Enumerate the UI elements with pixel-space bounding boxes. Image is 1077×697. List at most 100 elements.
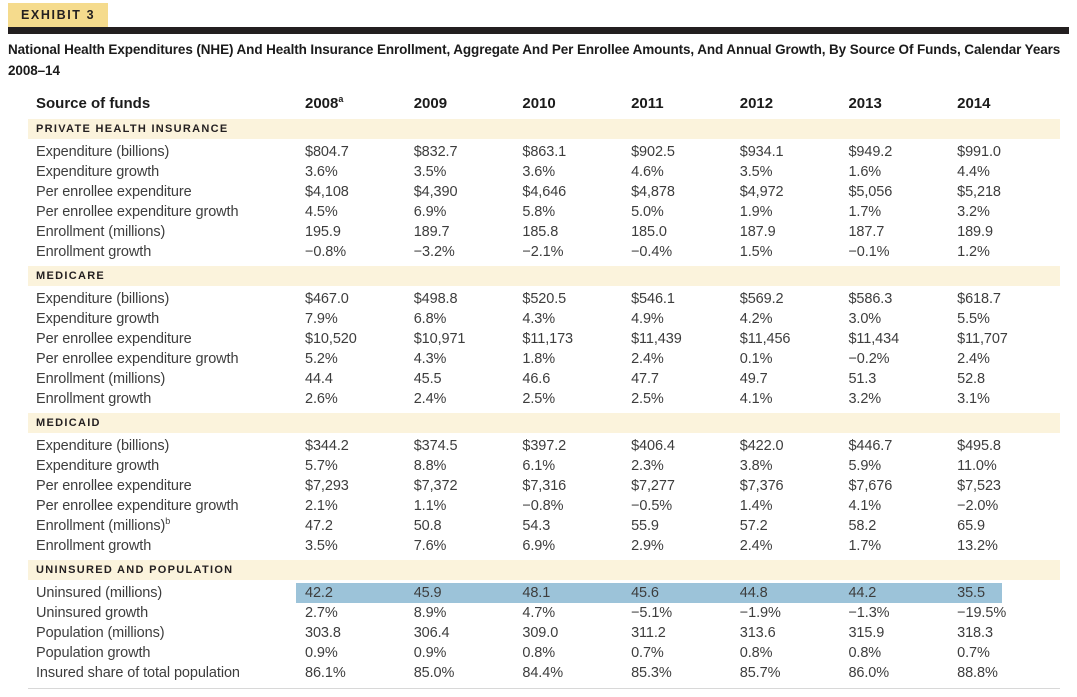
cell: 3.2% <box>848 391 882 407</box>
table-row: Per enrollee expenditure growth 4.5% 6.9% 5… <box>28 202 1060 222</box>
cell: 3.2% <box>957 204 990 220</box>
cell: $467.0 <box>305 291 349 307</box>
cell: 3.8% <box>739 458 773 474</box>
cell: 42.2 <box>305 585 333 601</box>
cell: 48.1 <box>522 585 551 601</box>
cell: 50.8 <box>413 518 442 534</box>
cell: $11,456 <box>739 331 791 347</box>
cell: 1.1% <box>413 498 447 514</box>
cell: 4.5% <box>305 204 338 220</box>
cell: $422.0 <box>739 438 784 454</box>
cell: 3.1% <box>957 391 990 407</box>
row-label: Per enrollee expenditure <box>36 331 192 347</box>
cell: $934.1 <box>739 144 784 160</box>
cell: 6.9% <box>522 538 556 554</box>
cell: 0.9% <box>305 645 338 661</box>
cell: $397.2 <box>522 438 567 454</box>
top-rule <box>8 27 1069 34</box>
table-row: Population growth 0.9% 0.9% 0.8% 0.7% 0.8% 0.8… <box>28 643 1060 663</box>
cell: $7,372 <box>413 478 458 494</box>
cell: 4.7% <box>522 605 556 621</box>
row-label: Expenditure growth <box>36 164 160 180</box>
cell: 2.9% <box>631 538 664 554</box>
cell: 13.2% <box>957 538 998 554</box>
cell: $11,173 <box>522 331 574 347</box>
cell: 44.8 <box>739 585 768 601</box>
cell: 3.5% <box>739 164 773 180</box>
cell: 5.8% <box>522 204 556 220</box>
cell: $618.7 <box>957 291 1001 307</box>
cell: 189.7 <box>413 224 450 240</box>
table-row: Population (millions) 303.8 306.4 309.0 311.… <box>28 623 1060 643</box>
cell: $863.1 <box>522 144 567 160</box>
cell: 303.8 <box>305 625 341 641</box>
cell: $7,676 <box>848 478 893 494</box>
table-row: Expenditure growth 3.6% 3.5% 3.6% 4.6% 3.5% 1.… <box>28 162 1060 182</box>
cell: 85.7% <box>739 665 781 681</box>
cell: 85.0% <box>413 665 455 681</box>
cell: 3.6% <box>305 164 338 180</box>
cell: 4.4% <box>957 164 990 180</box>
cell: 49.7 <box>739 371 768 387</box>
row-label: Uninsured (millions) <box>36 585 163 601</box>
cell: $5,056 <box>848 184 893 200</box>
section-header: MEDICAID <box>28 413 1060 433</box>
cell: 3.6% <box>522 164 556 180</box>
cell: $7,523 <box>957 478 1001 494</box>
exhibit-label: EXHIBIT 3 <box>21 8 96 22</box>
cell: 4.2% <box>739 311 773 327</box>
cell: $902.5 <box>631 144 675 160</box>
cell: −0.8% <box>522 498 564 514</box>
table-row: Per enrollee expenditure $10,520 $10,971 $1… <box>28 329 1060 349</box>
cell: −0.5% <box>631 498 673 514</box>
cell: 58.2 <box>848 518 877 534</box>
cell: $11,434 <box>848 331 900 347</box>
cell: $11,707 <box>957 331 1008 347</box>
cell: 3.5% <box>413 164 447 180</box>
row-label: Per enrollee expenditure growth <box>36 351 239 367</box>
table-row: Expenditure growth 7.9% 6.8% 4.3% 4.9% 4.2% 3.… <box>28 309 1060 329</box>
cell: 185.8 <box>522 224 559 240</box>
table-row: Uninsured growth 2.7% 8.9% 4.7% −5.1% −1.9% −1… <box>28 603 1060 623</box>
footnote-marker: b <box>165 516 171 527</box>
cell: −2.1% <box>522 244 564 260</box>
year-label: 2008 <box>305 95 339 112</box>
cell: −1.9% <box>739 605 781 621</box>
cell: −5.1% <box>631 605 673 621</box>
section-header: UNINSURED AND POPULATION <box>28 560 1060 580</box>
cell: 51.3 <box>848 371 877 387</box>
cell: 1.8% <box>522 351 556 367</box>
table-row: Per enrollee expenditure growth 2.1% 1.1% −… <box>28 496 1060 516</box>
cell: −0.8% <box>305 244 347 260</box>
cell: $7,376 <box>739 478 784 494</box>
table-row: Expenditure (billions) $804.7 $832.7 $863.1… <box>28 142 1060 162</box>
section-header: MEDICARE <box>28 266 1060 286</box>
cell: 52.8 <box>957 371 985 387</box>
row-label: Uninsured growth <box>36 605 149 621</box>
bottom-rule <box>28 688 1060 689</box>
cell: 189.9 <box>957 224 993 240</box>
cell: 6.1% <box>522 458 556 474</box>
cell: 2.5% <box>522 391 556 407</box>
cell: 311.2 <box>631 625 666 641</box>
cell: 318.3 <box>957 625 993 641</box>
cell: $546.1 <box>631 291 675 307</box>
cell: $949.2 <box>848 144 893 160</box>
cell: 187.9 <box>739 224 776 240</box>
cell: 1.9% <box>739 204 773 220</box>
table-row: Expenditure (billions) $467.0 $498.8 $520.5… <box>28 289 1060 309</box>
cell: 0.1% <box>739 351 773 367</box>
row-label: Population (millions) <box>36 625 165 641</box>
cell: 315.9 <box>848 625 885 641</box>
cell: 65.9 <box>957 518 985 534</box>
cell: $4,972 <box>739 184 784 200</box>
cell: 1.5% <box>739 244 773 260</box>
cell: $10,520 <box>305 331 357 347</box>
cell: 0.7% <box>957 645 990 661</box>
cell: 3.5% <box>305 538 338 554</box>
row-label: Enrollment (millions) <box>36 224 166 240</box>
table-row-highlighted: Uninsured (millions) 42.2 45.9 48.1 45.6 44.8… <box>28 583 1060 603</box>
cell: 0.8% <box>739 645 773 661</box>
column-header-year-2011: 2011 <box>631 95 664 112</box>
cell: 0.9% <box>413 645 447 661</box>
